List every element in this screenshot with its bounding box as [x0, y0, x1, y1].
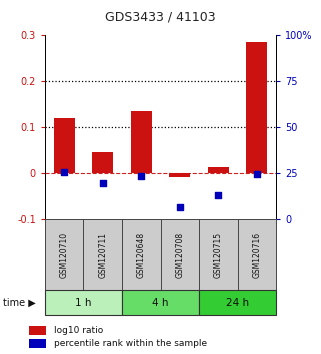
Bar: [29, 326, 46, 335]
Bar: [54, 118, 75, 173]
Point: [139, 173, 144, 178]
Text: GSM120648: GSM120648: [137, 232, 146, 278]
Text: GSM120715: GSM120715: [214, 232, 223, 278]
Bar: [169, 173, 190, 177]
Text: 4 h: 4 h: [152, 298, 169, 308]
Text: time ▶: time ▶: [3, 298, 36, 308]
Bar: [199, 290, 276, 315]
Text: log10 ratio: log10 ratio: [54, 326, 103, 335]
Bar: [29, 339, 46, 348]
Text: GSM120708: GSM120708: [175, 232, 184, 278]
Text: percentile rank within the sample: percentile rank within the sample: [54, 339, 207, 348]
Bar: [246, 42, 267, 173]
Point: [62, 169, 67, 175]
Bar: [92, 152, 113, 173]
Bar: [122, 290, 199, 315]
Text: GSM120710: GSM120710: [60, 232, 69, 278]
Bar: [208, 167, 229, 173]
Text: 24 h: 24 h: [226, 298, 249, 308]
Text: 1 h: 1 h: [75, 298, 92, 308]
Point: [100, 181, 105, 186]
Point: [177, 204, 182, 210]
Point: [216, 192, 221, 198]
Text: GDS3433 / 41103: GDS3433 / 41103: [105, 11, 216, 24]
Bar: [45, 290, 122, 315]
Bar: [131, 111, 152, 173]
Point: [254, 171, 259, 177]
Text: GSM120716: GSM120716: [252, 232, 261, 278]
Text: GSM120711: GSM120711: [98, 232, 107, 278]
